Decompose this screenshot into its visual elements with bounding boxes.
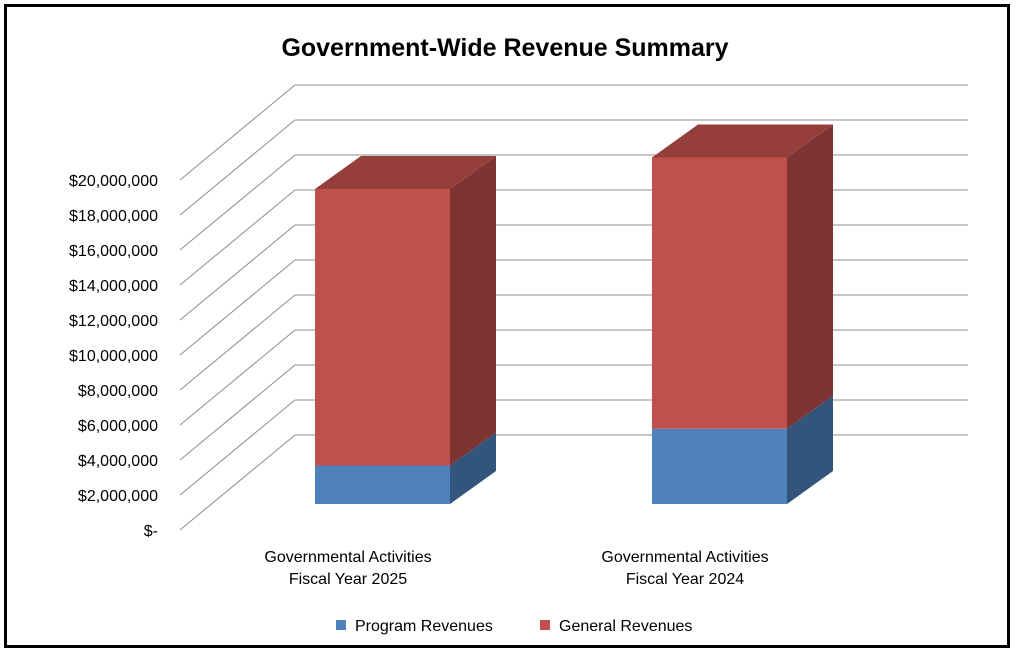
gridline-diagonal bbox=[179, 364, 296, 461]
bar-front bbox=[652, 157, 787, 429]
y-tick-label: $16,000,000 bbox=[69, 243, 158, 260]
gridline-diagonal bbox=[179, 294, 296, 391]
bar-segment-general-revenues bbox=[652, 124, 833, 429]
bar-side bbox=[787, 124, 833, 429]
gridline-diagonal bbox=[179, 84, 296, 181]
category-label: Fiscal Year 2025 bbox=[289, 571, 407, 588]
bar-side bbox=[450, 156, 496, 466]
bar-top bbox=[315, 156, 496, 189]
bar-front bbox=[315, 465, 450, 504]
category-label: Governmental Activities bbox=[264, 549, 431, 566]
chart-frame bbox=[4, 4, 1010, 648]
chart-title: Government-Wide Revenue Summary bbox=[281, 34, 728, 62]
bar-front bbox=[652, 428, 787, 504]
y-axis-ticks: $- $2,000,000 $4,000,000 $6,000,000 $8,000,0… bbox=[69, 173, 158, 540]
x-axis-categories: Governmental Activities Fiscal Year 2025 G… bbox=[264, 549, 768, 588]
gridline-diagonal bbox=[179, 224, 296, 321]
gridline-diagonal bbox=[179, 329, 296, 426]
gridline-diagonal bbox=[179, 399, 296, 496]
bar-side bbox=[787, 395, 833, 504]
legend-swatch bbox=[540, 620, 550, 630]
bar-top bbox=[652, 124, 833, 158]
y-tick-label: $6,000,000 bbox=[78, 418, 158, 435]
legend-label: Program Revenues bbox=[355, 618, 493, 635]
gridline-diagonal bbox=[179, 189, 296, 286]
y-tick-label: $12,000,000 bbox=[69, 313, 158, 330]
y-tick-label: $8,000,000 bbox=[78, 383, 158, 400]
bar-segment-program-revenues bbox=[652, 395, 833, 504]
bar-side bbox=[450, 432, 496, 504]
legend: Program Revenues General Revenues bbox=[336, 618, 692, 635]
gridline-diagonal bbox=[179, 154, 296, 251]
y-tick-label: $4,000,000 bbox=[78, 453, 158, 470]
y-tick-label: $14,000,000 bbox=[69, 278, 158, 295]
legend-swatch bbox=[336, 620, 346, 630]
y-tick-label: $18,000,000 bbox=[69, 208, 158, 225]
y-tick-label: $20,000,000 bbox=[69, 173, 158, 190]
legend-label: General Revenues bbox=[559, 618, 692, 635]
gridlines bbox=[179, 84, 968, 531]
bar-front bbox=[315, 189, 450, 466]
y-tick-label: $- bbox=[144, 523, 158, 540]
gridline-diagonal bbox=[179, 434, 296, 531]
bar-segment-program-revenues bbox=[315, 432, 496, 504]
gridline-diagonal bbox=[179, 259, 296, 356]
y-tick-label: $10,000,000 bbox=[69, 348, 158, 365]
gridline-diagonal bbox=[179, 119, 296, 216]
bar-segment-general-revenues bbox=[315, 156, 496, 466]
category-label: Governmental Activities bbox=[601, 549, 768, 566]
category-label: Fiscal Year 2024 bbox=[626, 571, 744, 588]
y-tick-label: $2,000,000 bbox=[78, 488, 158, 505]
bars bbox=[315, 124, 833, 504]
